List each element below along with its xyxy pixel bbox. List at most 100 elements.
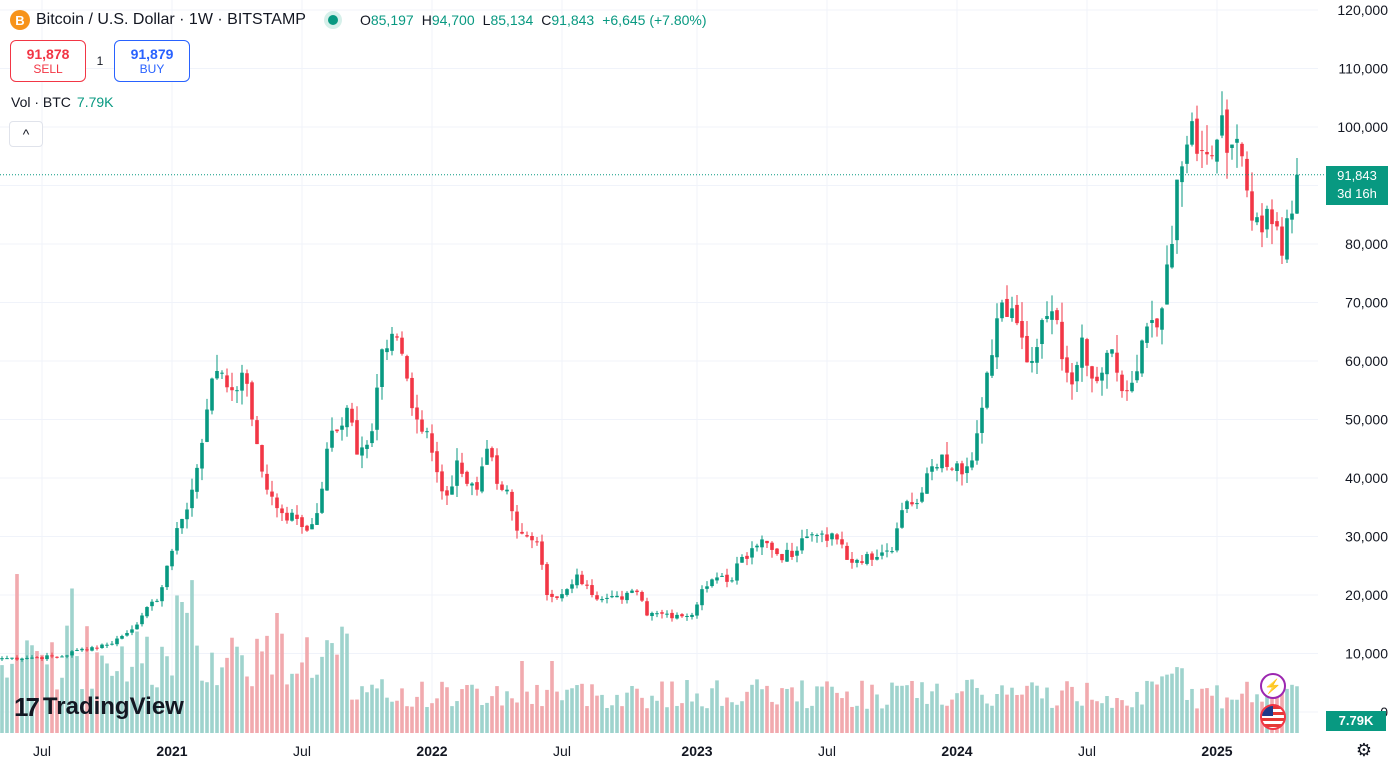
- open-value: 85,197: [370, 12, 414, 28]
- candle-body: [670, 612, 674, 619]
- volume-bar: [630, 685, 634, 733]
- candle: [1060, 302, 1064, 371]
- volume-bar: [375, 688, 379, 733]
- candle: [125, 630, 129, 637]
- candle-body: [375, 387, 379, 430]
- candle: [450, 475, 454, 495]
- buy-button[interactable]: 91,879 BUY: [114, 40, 190, 82]
- volume-bar: [835, 692, 839, 733]
- time-axis[interactable]: Jul 2021 Jul 2022 Jul 2023 Jul 2024 Jul 2025: [33, 743, 1233, 759]
- volume-bar: [900, 685, 904, 733]
- candle-body: [970, 460, 974, 468]
- candle-body: [1000, 302, 1004, 319]
- candle-body: [1215, 139, 1219, 162]
- candle-body: [820, 533, 824, 535]
- candle: [295, 505, 299, 525]
- candle-body: [1165, 264, 1169, 305]
- time-tick-label: 2023: [681, 743, 712, 759]
- us-flag-icon[interactable]: [1260, 704, 1286, 730]
- symbol-title[interactable]: Bitcoin / U.S. Dollar · 1W · BITSTAMP: [36, 11, 306, 28]
- sell-button[interactable]: 91,878 SELL: [10, 40, 86, 82]
- volume-bar: [740, 701, 744, 733]
- volume-bar: [830, 686, 834, 733]
- volume-bar: [1295, 686, 1299, 733]
- candle: [150, 599, 154, 611]
- settings-gear-icon[interactable]: ⚙: [1355, 740, 1373, 760]
- candle: [250, 380, 254, 427]
- candle-body: [785, 549, 789, 562]
- candle: [975, 420, 979, 465]
- spark-icon[interactable]: ⚡: [1260, 673, 1286, 699]
- candle-body: [1110, 349, 1114, 354]
- candle-body: [30, 657, 34, 659]
- volume-bar: [510, 698, 514, 733]
- tradingview-logo[interactable]: 17 TradingView: [14, 690, 184, 724]
- volume-bar: [820, 686, 824, 733]
- candle-body: [980, 407, 984, 433]
- candle: [505, 485, 509, 495]
- candle: [435, 441, 439, 483]
- candle-body: [55, 656, 59, 658]
- candle-body: [705, 586, 709, 589]
- candle: [285, 506, 289, 524]
- market-open-dot-icon: [327, 15, 338, 25]
- volume-bar: [425, 707, 429, 733]
- candle: [1030, 346, 1034, 373]
- candle: [305, 524, 309, 532]
- volume-legend[interactable]: Vol · BTC 7.79K: [11, 94, 114, 110]
- candle: [100, 643, 104, 649]
- volume-bar: [955, 693, 959, 733]
- candle-body: [395, 336, 399, 338]
- candle-body: [575, 574, 579, 586]
- volume-bar: [675, 705, 679, 733]
- volume-bar: [470, 684, 474, 733]
- volume-bar: [160, 646, 164, 733]
- candle: [835, 533, 839, 545]
- candle-body: [870, 553, 874, 560]
- price-axis[interactable]: 010,00020,00030,00040,00050,00060,00070,…: [1337, 2, 1388, 720]
- candle-body: [115, 638, 119, 645]
- candle-body: [90, 647, 94, 651]
- candle-body: [775, 548, 779, 555]
- volume-bar: [290, 673, 294, 733]
- last-price-value: 91,843: [1337, 168, 1377, 183]
- candle-body: [750, 548, 754, 558]
- candle-body: [950, 468, 954, 470]
- candle-body: [780, 554, 784, 561]
- volume-bar: [635, 688, 639, 733]
- volume-bar: [35, 651, 39, 733]
- candle: [325, 442, 329, 491]
- volume-bar: [25, 640, 29, 733]
- candle-body: [245, 373, 249, 384]
- candle: [460, 452, 464, 478]
- volume-bar: [75, 656, 79, 733]
- grid-lines: [0, 0, 1318, 733]
- candle: [790, 542, 794, 560]
- candle-body: [535, 541, 539, 543]
- candle: [735, 556, 739, 585]
- volume-bar: [885, 704, 889, 733]
- volume-bar: [1195, 708, 1199, 733]
- volume-bar: [665, 707, 669, 733]
- collapse-legend-button[interactable]: ^: [9, 121, 43, 147]
- candle-body: [925, 473, 929, 494]
- candle-body: [740, 556, 744, 563]
- candle-body: [270, 491, 274, 497]
- candle: [300, 514, 304, 534]
- candle-body: [615, 595, 619, 598]
- candle: [880, 544, 884, 560]
- chevron-up-icon: ^: [22, 126, 30, 142]
- volume-bar: [1110, 707, 1114, 733]
- candle-body: [140, 615, 144, 625]
- candle: [1150, 300, 1154, 338]
- time-tick-label: Jul: [553, 743, 571, 759]
- price-tick-label: 60,000: [1345, 353, 1388, 369]
- candle-body: [250, 382, 254, 420]
- chart-header: B Bitcoin / U.S. Dollar · 1W · BITSTAMP …: [10, 8, 707, 32]
- candle-body: [995, 318, 999, 358]
- candle-body: [1155, 318, 1159, 328]
- volume-bar: [120, 646, 124, 733]
- volume-bar: [190, 580, 194, 733]
- candle-body: [1150, 320, 1154, 323]
